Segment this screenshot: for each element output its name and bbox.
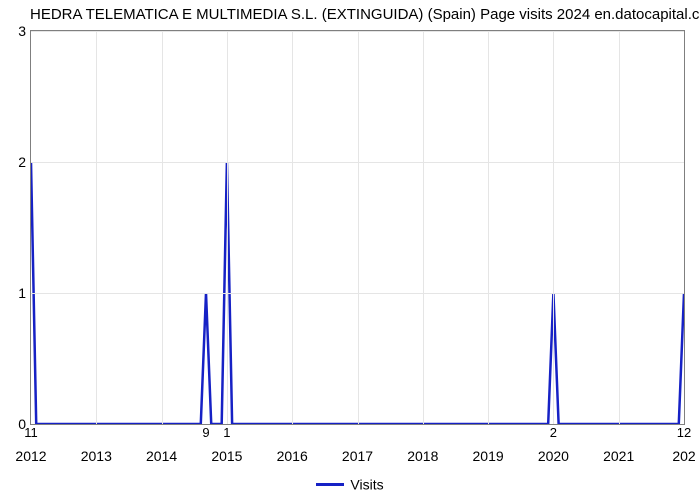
- x-tick-label: 2013: [81, 448, 112, 464]
- x-tick-label: 2018: [407, 448, 438, 464]
- legend-label: Visits: [350, 476, 383, 492]
- chart-container: HEDRA TELEMATICA E MULTIMEDIA S.L. (EXTI…: [0, 0, 700, 500]
- point-label: 2: [550, 425, 557, 440]
- chart-title: HEDRA TELEMATICA E MULTIMEDIA S.L. (EXTI…: [30, 6, 690, 23]
- gridline-v: [358, 31, 359, 424]
- gridline-v: [553, 31, 554, 424]
- legend: Visits: [0, 475, 700, 492]
- point-label: 9: [202, 425, 209, 440]
- gridline-v: [488, 31, 489, 424]
- y-tick-label: 2: [10, 154, 26, 170]
- gridline-v: [96, 31, 97, 424]
- legend-swatch: [316, 483, 344, 486]
- x-tick-label: 2012: [15, 448, 46, 464]
- gridline-v: [423, 31, 424, 424]
- gridline-v: [619, 31, 620, 424]
- x-tick-label: 2015: [211, 448, 242, 464]
- y-tick-label: 1: [10, 285, 26, 301]
- gridline-v: [227, 31, 228, 424]
- gridline-v: [162, 31, 163, 424]
- plot-area: [30, 30, 685, 425]
- point-label: 11: [24, 425, 38, 440]
- x-tick-label: 2017: [342, 448, 373, 464]
- x-tick-label: 2021: [603, 448, 634, 464]
- x-tick-label: 2020: [538, 448, 569, 464]
- x-tick-label: 202: [672, 448, 695, 464]
- gridline-v: [292, 31, 293, 424]
- x-tick-label: 2014: [146, 448, 177, 464]
- x-tick-label: 2016: [277, 448, 308, 464]
- x-tick-label: 2019: [473, 448, 504, 464]
- y-tick-label: 3: [10, 23, 26, 39]
- point-label: 12: [677, 425, 691, 440]
- point-label: 1: [223, 425, 230, 440]
